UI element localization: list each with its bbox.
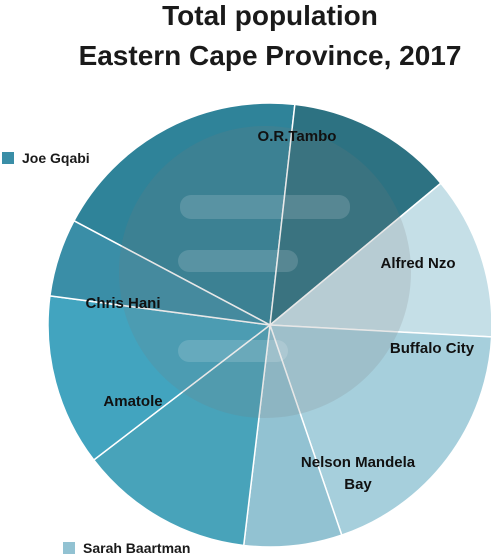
label-sarah-baartman: Sarah Baartman <box>63 540 190 556</box>
pie-slice-joe-gqabi <box>49 219 271 326</box>
pie-slice-o-r-tambo <box>72 102 296 327</box>
pie-slice-chris-hani <box>47 295 272 462</box>
chart-title-line-1: Total population <box>162 0 378 31</box>
joe-gqabi-swatch <box>2 152 14 164</box>
pie-slice-alfred-nzo <box>269 103 442 327</box>
slice-label-chris-hani: Chris Hani <box>85 295 160 312</box>
slice-label-alfred-nzo: Alfred Nzo <box>381 255 456 272</box>
slice-label-nelson-mandela-bay: Nelson Mandela Bay <box>301 454 416 493</box>
slice-label-o-r-tambo: O.R.Tambo <box>258 128 337 145</box>
label-joe-gqabi: Joe Gqabi <box>2 150 90 166</box>
slice-label-amatole: Amatole <box>103 393 162 410</box>
watermark-logo <box>119 126 411 418</box>
joe-gqabi-label-text: Joe Gqabi <box>22 150 90 166</box>
sarah-baartman-label-text: Sarah Baartman <box>83 540 191 556</box>
watermark-bar-1 <box>180 195 350 219</box>
pie-slice-nelson-mandela-bay <box>268 324 491 537</box>
pie-slice-buffalo-city <box>268 182 491 338</box>
watermark-bar-2 <box>178 250 298 272</box>
pie-slice-amatole <box>92 323 271 547</box>
watermark-circle <box>119 126 411 418</box>
sarah-baartman-swatch <box>63 542 75 554</box>
watermark-bar-3 <box>178 340 288 362</box>
chart-title-line-2: Eastern Cape Province, 2017 <box>78 40 462 71</box>
pie-slice-sarah-baartman <box>242 324 343 548</box>
slice-label-buffalo-city: Buffalo City <box>390 340 475 357</box>
